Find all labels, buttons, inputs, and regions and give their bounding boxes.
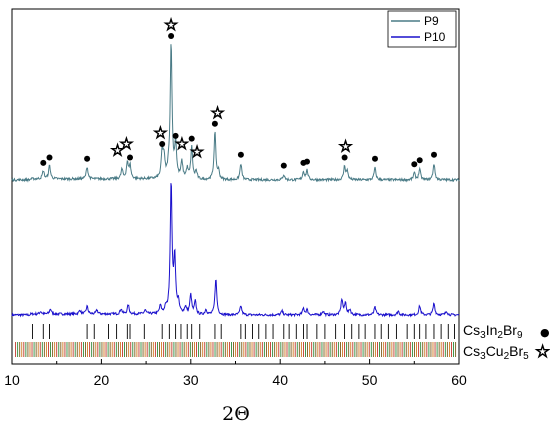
star-marker: ☆ [175,134,189,153]
circle-marker [411,161,418,168]
star-symbol: ☆ [535,342,550,362]
circle-marker [304,158,310,165]
circle-marker [168,33,175,39]
circle-marker [341,154,348,161]
circle-marker [159,141,166,147]
legend-box [387,10,457,48]
circle-marker [280,162,287,169]
circle-marker [172,132,179,139]
x-tick-label: 10 [4,372,20,388]
circle-marker [127,154,133,161]
star-marker: ☆ [164,15,178,34]
circle-marker [431,151,437,158]
circle-marker [372,155,378,162]
circle-marker [84,155,91,162]
legend-label-p9: P9 [424,14,439,28]
series-line-p10 [11,183,460,318]
star-marker: ☆ [110,141,124,160]
reference-lines [15,324,457,357]
x-axis-title: 2Θ [222,403,250,425]
circle-marker [188,135,195,142]
star-marker: ☆ [210,103,224,122]
star-marker: ☆ [153,123,167,142]
legend-label-p10: P10 [424,30,446,44]
x-axis-ticks: 10 20 30 40 50 60 [4,359,467,388]
star-marker: ☆ [338,137,352,156]
circle-marker [211,120,218,127]
x-tick-label: 60 [451,372,467,388]
circle-symbol: ● [540,326,550,339]
circle-marker [46,154,53,161]
reference-label: Cs3In2Br9 [463,322,523,341]
x-tick-label: 30 [183,372,199,388]
star-marker: ☆ [119,134,133,153]
phase-markers: ☆☆☆☆☆ ☆☆☆ [40,15,437,169]
reference-labels: Cs3In2Br9 ● Cs3Cu2Br5 ☆ [463,322,550,363]
reference-label: Cs3Cu2Br5 [463,343,529,362]
x-tick-label: 40 [272,372,288,388]
star-marker: ☆ [190,142,204,161]
x-tick-label: 50 [362,372,378,388]
legend: P9 P10 [387,10,457,48]
circle-marker [40,159,47,166]
x-tick-label: 20 [94,372,110,388]
circle-marker [416,157,423,164]
series-line-p9 [11,44,460,183]
circle-marker [237,151,244,158]
